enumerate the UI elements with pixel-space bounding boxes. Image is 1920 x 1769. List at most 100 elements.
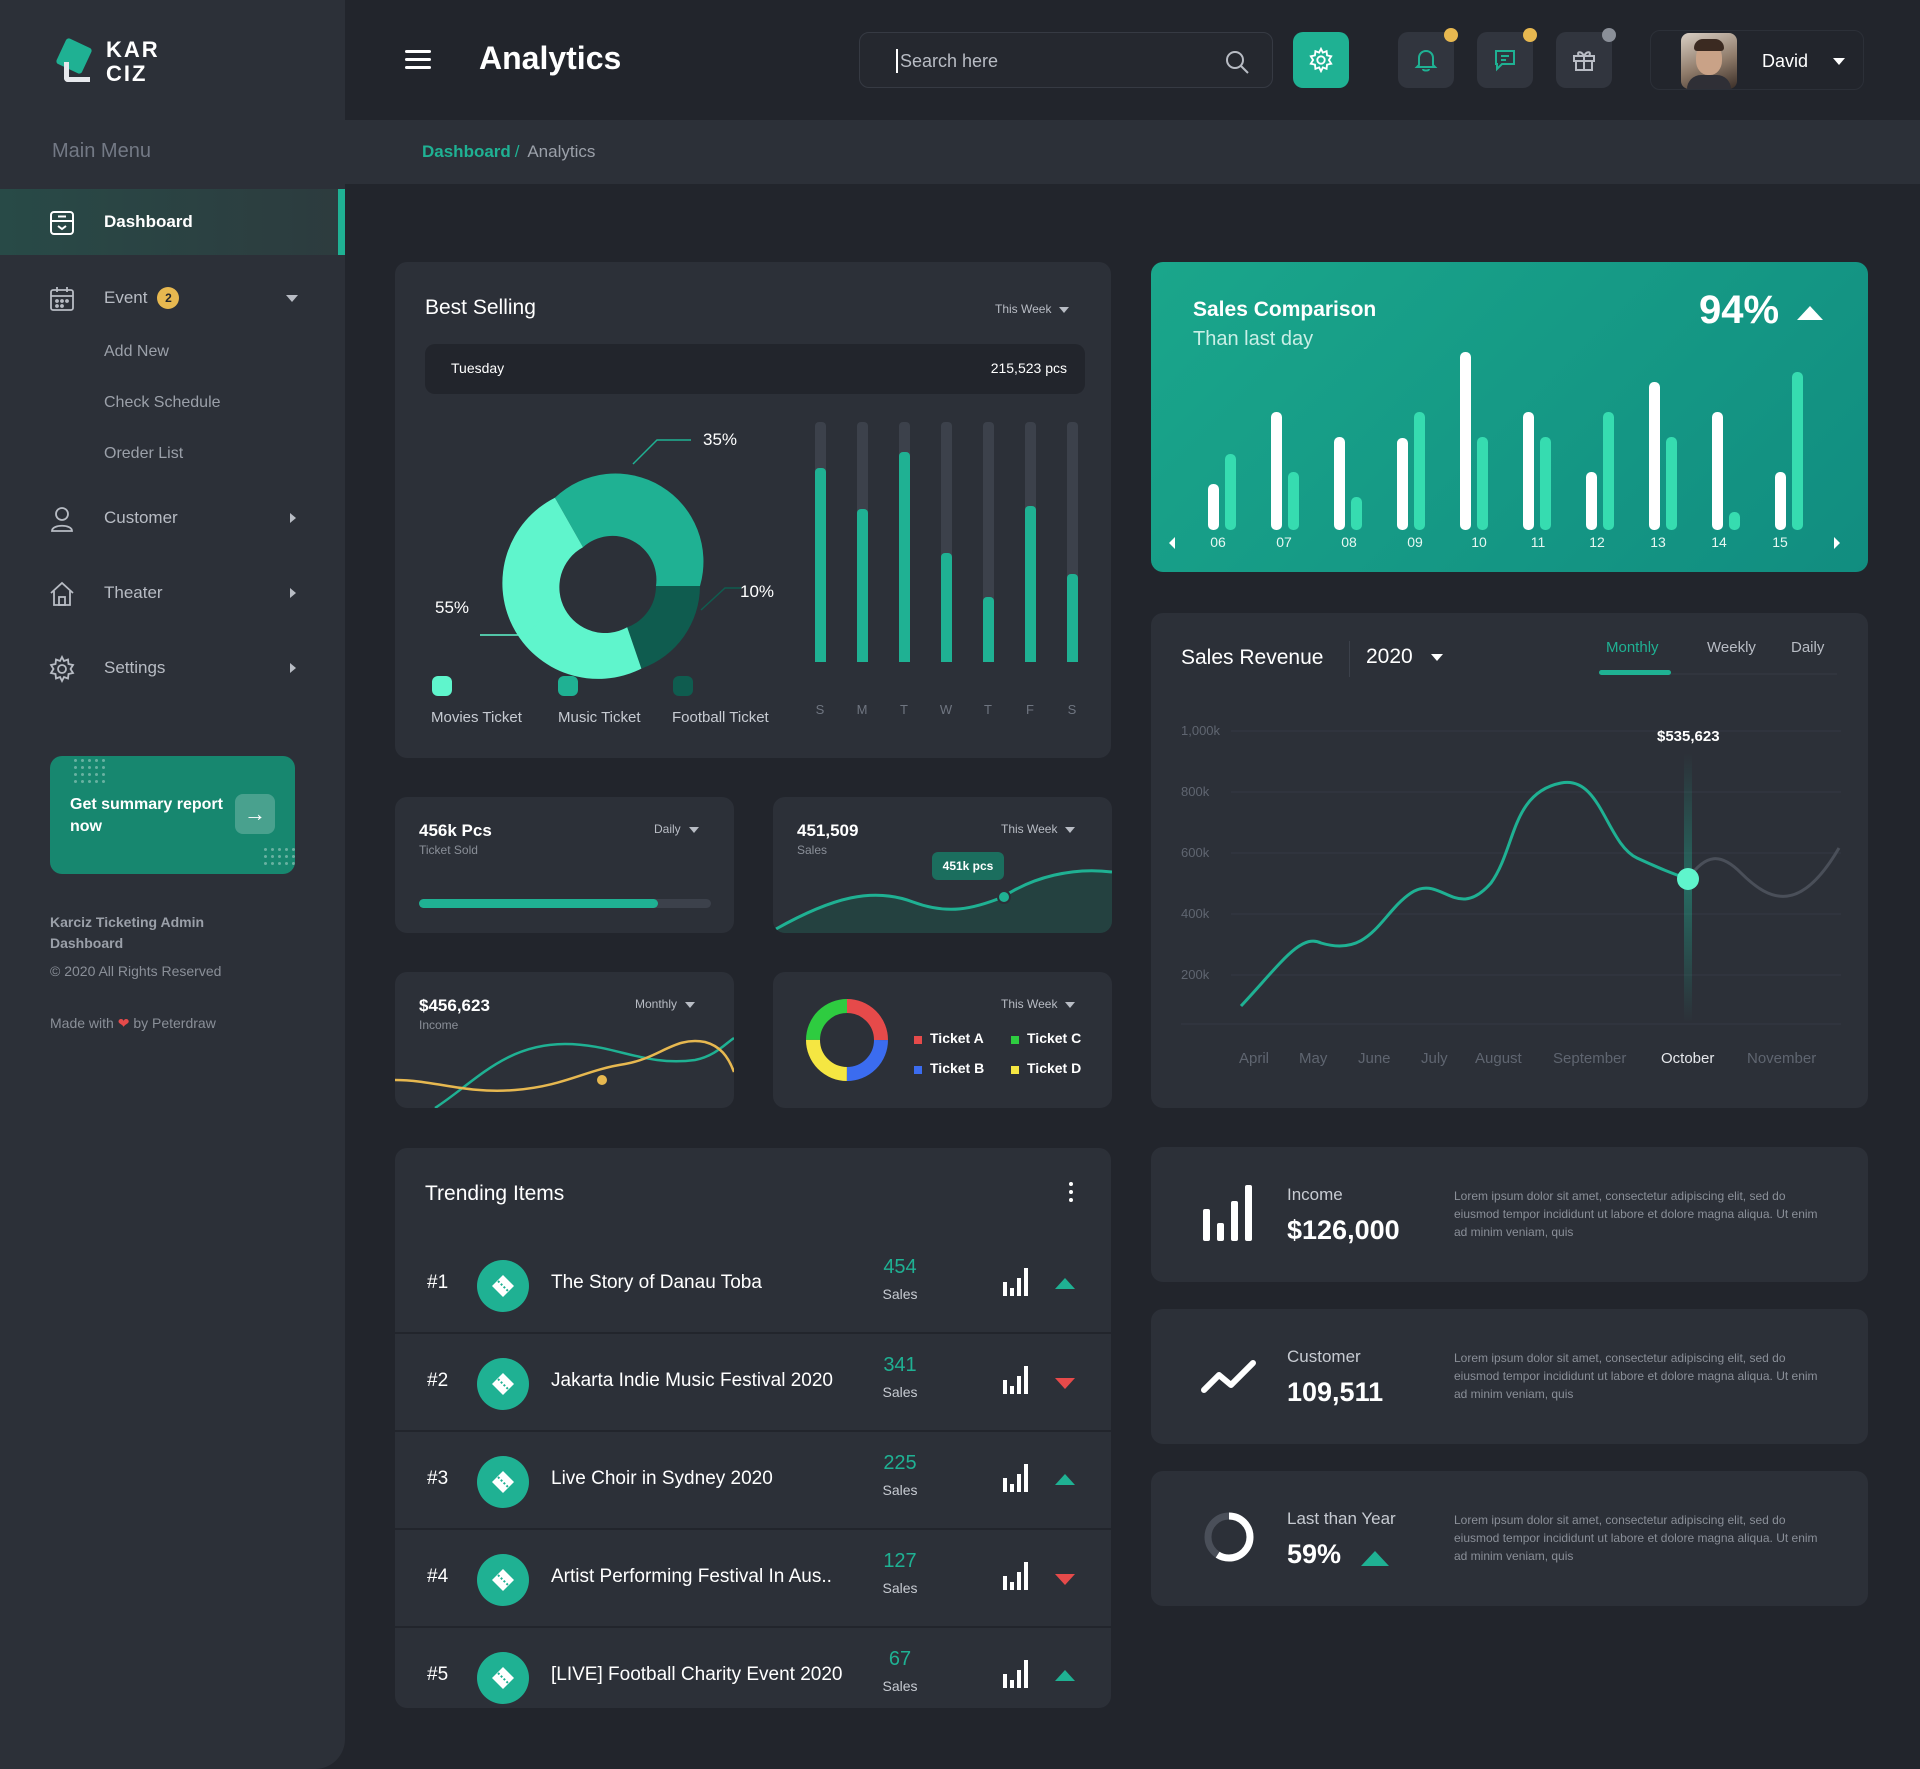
weekly-bar: [815, 468, 826, 662]
trending-name[interactable]: Artist Performing Festival In Aus..: [551, 1566, 832, 1587]
tab-daily[interactable]: Daily: [1791, 639, 1825, 656]
best-selling-period-dropdown[interactable]: This Week: [995, 302, 1069, 316]
year-info-label: Last than Year: [1287, 1509, 1396, 1528]
customer-info-card: Customer 109,511 Lorem ipsum dolor sit a…: [1151, 1309, 1868, 1444]
trending-title: Trending Items: [425, 1182, 565, 1205]
ticket-sold-period-dropdown[interactable]: Daily: [654, 822, 699, 836]
trending-sales-label: Sales: [882, 1482, 918, 1498]
x-tick-label: September: [1553, 1050, 1627, 1067]
sc-bar-white: [1712, 412, 1723, 530]
selected-day-value: 215,523 pcs: [990, 360, 1067, 376]
legend-football: Football Ticket: [672, 709, 769, 726]
sales-period-dropdown[interactable]: This Week: [1001, 822, 1075, 836]
footer-credit: Made with ❤ by Peterdraw: [50, 1015, 216, 1031]
year-value: 2020: [1366, 645, 1413, 668]
chevron-left-icon[interactable]: [1169, 537, 1175, 549]
chevron-right-icon[interactable]: [290, 513, 296, 523]
summary-report-text: Get summary report now: [70, 796, 223, 835]
trending-name[interactable]: Live Choir in Sydney 2020: [551, 1468, 773, 1489]
x-tick-label: May: [1299, 1050, 1328, 1067]
sidebar-subitem-order-list[interactable]: Oreder List: [104, 445, 184, 462]
movies-pct-label: 55%: [435, 598, 470, 617]
legend-ticket-c: Ticket C: [1027, 1030, 1082, 1046]
sc-bar-green: [1666, 437, 1677, 530]
search-input[interactable]: [896, 49, 1216, 73]
sidebar-item-dashboard[interactable]: Dashboard: [0, 189, 345, 255]
trending-name[interactable]: The Story of Danau Toba: [551, 1272, 762, 1293]
sc-x-label: 15: [1772, 534, 1788, 550]
trending-row[interactable]: #1 The Story of Danau Toba 454 Sales: [395, 1236, 1111, 1334]
football-pct-label: 10%: [740, 582, 775, 601]
sales-tooltip: 451k pcs: [932, 852, 1004, 880]
income-period-dropdown[interactable]: Monthly: [635, 997, 695, 1011]
chevron-down-icon[interactable]: [286, 295, 298, 302]
trending-rank: #3: [427, 1468, 449, 1489]
tab-weekly[interactable]: Weekly: [1707, 639, 1756, 656]
gifts-button[interactable]: [1556, 28, 1616, 88]
sc-bar-white: [1523, 412, 1534, 530]
bar-chart-icon[interactable]: [1003, 1464, 1029, 1492]
sidebar-subitem-add-new[interactable]: Add New: [104, 343, 169, 360]
arrow-right-icon[interactable]: →: [235, 794, 275, 834]
chevron-right-icon[interactable]: [290, 663, 296, 673]
notifications-button[interactable]: [1398, 28, 1458, 88]
year-selector[interactable]: 2020: [1366, 645, 1443, 669]
trending-row[interactable]: #3 Live Choir in Sydney 2020 225 Sales: [395, 1432, 1111, 1530]
settings-button[interactable]: [1293, 32, 1349, 88]
ticket-types-period-dropdown[interactable]: This Week: [1001, 997, 1075, 1011]
year-info-card: Last than Year 59% Lorem ipsum dolor sit…: [1151, 1471, 1868, 1606]
ticket-badge: [477, 1652, 529, 1704]
x-tick-label-active[interactable]: October: [1661, 1050, 1715, 1067]
trending-sales-label: Sales: [882, 1384, 918, 1400]
bar-chart-icon[interactable]: [1003, 1562, 1029, 1590]
bar-chart-icon[interactable]: [1003, 1268, 1029, 1296]
weekly-bar: [1025, 506, 1036, 662]
tab-monthly[interactable]: Monthly: [1606, 639, 1659, 656]
sales-comparison-subtitle: Than last day: [1193, 328, 1314, 350]
customer-info-value: 109,511: [1287, 1377, 1384, 1407]
sc-x-label: 14: [1711, 534, 1727, 550]
sidebar-item-settings[interactable]: Settings: [0, 635, 345, 701]
chevron-right-icon[interactable]: [1834, 537, 1840, 549]
triangle-up-icon: [1797, 306, 1823, 320]
chevron-down-icon[interactable]: [1833, 58, 1845, 65]
brand-line-2: CIZ: [106, 61, 148, 86]
brand-logo[interactable]: KAR CIZ: [55, 37, 160, 86]
trending-name[interactable]: [LIVE] Football Charity Event 2020: [551, 1664, 843, 1685]
ticket-sold-progress-fill: [419, 899, 659, 908]
sales-comparison-percent: 94%: [1699, 288, 1780, 332]
search-icon[interactable]: [1224, 49, 1250, 75]
revenue-tooltip: $535,623: [1657, 728, 1720, 745]
hamburger-menu-icon[interactable]: [405, 50, 431, 70]
sidebar-item-customer[interactable]: Customer: [0, 485, 345, 551]
ticket-icon: [492, 1471, 514, 1493]
bar-chart-icon[interactable]: [1003, 1366, 1029, 1394]
ticket-icon: [492, 1275, 514, 1297]
sc-x-label: 12: [1589, 534, 1605, 550]
sidebar-item-theater[interactable]: Theater: [0, 560, 345, 626]
chevron-right-icon[interactable]: [290, 588, 296, 598]
legend-movies: Movies Ticket: [431, 709, 522, 726]
user-profile-menu[interactable]: David: [1650, 30, 1864, 90]
sidebar-subitem-check-schedule[interactable]: Check Schedule: [104, 394, 221, 411]
income-info-label: Income: [1287, 1185, 1343, 1204]
day-label: W: [939, 702, 953, 717]
trending-name[interactable]: Jakarta Indie Music Festival 2020: [551, 1370, 833, 1391]
messages-button[interactable]: [1477, 28, 1537, 88]
x-tick-label: August: [1475, 1050, 1522, 1067]
trending-row[interactable]: #5 [LIVE] Football Charity Event 2020 67…: [395, 1628, 1111, 1708]
selected-day-bar: Tuesday 215,523 pcs: [425, 344, 1085, 394]
more-options-icon[interactable]: [1069, 1182, 1075, 1202]
gift-icon: [1573, 51, 1595, 71]
sidebar-item-event[interactable]: Event 2: [0, 265, 345, 331]
page-title: Analytics: [479, 40, 622, 76]
trending-row[interactable]: #2 Jakarta Indie Music Festival 2020 341…: [395, 1334, 1111, 1432]
breadcrumb-dashboard[interactable]: Dashboard: [422, 142, 511, 161]
movies-ticket-slice: [502, 497, 642, 679]
summary-report-card[interactable]: Get summary report now →: [50, 756, 295, 874]
selected-day: Tuesday: [451, 360, 505, 376]
trending-row[interactable]: #4 Artist Performing Festival In Aus.. 1…: [395, 1530, 1111, 1628]
bar-chart-icon[interactable]: [1003, 1660, 1029, 1688]
weekly-bars: [815, 422, 1078, 662]
search-box[interactable]: [859, 32, 1273, 88]
